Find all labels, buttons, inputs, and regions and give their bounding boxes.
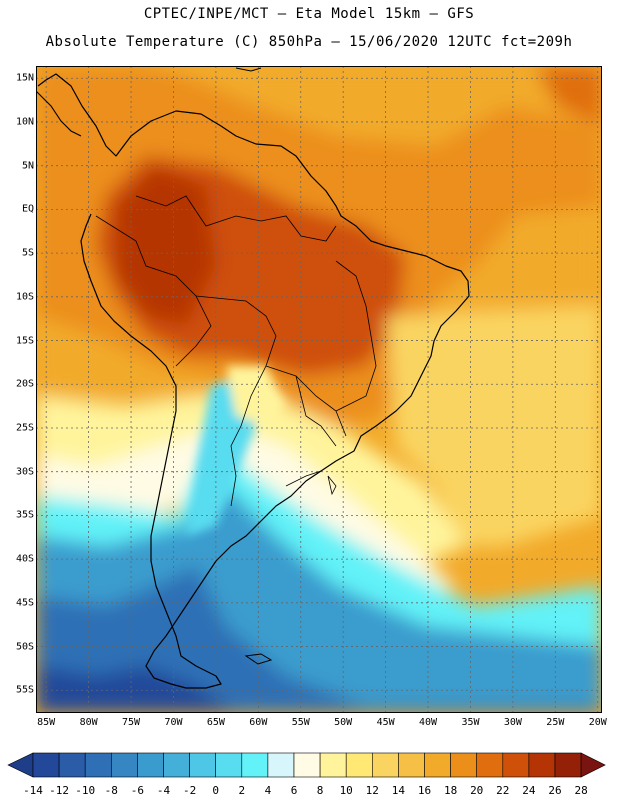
lat-tick-label: 40S	[15, 553, 34, 565]
colorbar-tick-label: -10	[75, 784, 96, 797]
colorbar-tick-label: 8	[316, 784, 324, 797]
lagoa-dos-patos	[327, 475, 337, 496]
lon-tick-label: 30W	[503, 717, 522, 728]
yellow-bolivia	[226, 366, 286, 426]
lon-tick-label: 20W	[588, 717, 607, 728]
colorbar-swatch	[319, 752, 347, 778]
lat-tick-label: 50S	[15, 641, 34, 653]
colorbar-tick-label: 24	[522, 784, 536, 797]
colorbar-tick-label: 2	[238, 784, 246, 797]
colorbar-tick-label: 14	[391, 784, 406, 797]
island-caribbean	[235, 67, 262, 72]
lon-tick-label: 25W	[546, 717, 565, 728]
hot-core-west	[116, 166, 216, 326]
colorbar-swatch	[398, 752, 425, 778]
colorbar-tick-label: 0	[212, 784, 219, 797]
colorbar-tick-label: 10	[339, 784, 353, 797]
lat-tick-label: 20S	[15, 378, 34, 390]
colorbar-tick-label: -6	[130, 784, 145, 797]
colorbar-tick-label: -8	[104, 784, 118, 797]
colorbar-tick-label: 28	[574, 784, 588, 797]
colorbar-swatch	[267, 752, 295, 778]
colorbar-swatch	[424, 752, 451, 778]
colorbar-arrow-low	[7, 752, 34, 778]
lat-tick-label: EQ	[21, 203, 34, 215]
colorbar-tick-label: 20	[470, 784, 484, 797]
temperature-map	[36, 66, 602, 713]
lon-tick-label: 45W	[376, 717, 395, 728]
colorbar-swatch	[345, 752, 373, 778]
colorbar-tick-label: -12	[49, 784, 70, 797]
lon-tick-label: 40W	[419, 717, 438, 728]
colorbar-swatch	[241, 752, 269, 778]
colorbar-swatch	[32, 752, 60, 778]
lat-tick-label: 10S	[15, 291, 34, 303]
country-borders	[95, 195, 377, 507]
hot-ne-atlantic	[536, 66, 602, 126]
colorbar-tick-label: 26	[548, 784, 562, 797]
lat-tick-label: 5N	[21, 160, 34, 172]
lat-tick-label: 55S	[15, 684, 34, 696]
colorbar-swatch	[554, 752, 582, 778]
title-line-1: CPTEC/INPE/MCT — Eta Model 15km — GFS	[143, 6, 475, 22]
lon-tick-label: 80W	[79, 717, 98, 728]
colorbar-swatch	[293, 752, 321, 778]
lat-tick-label: 15N	[15, 72, 34, 84]
lat-tick-label: 25S	[15, 422, 34, 434]
colorbar-tick-label: 22	[496, 784, 510, 797]
lat-tick-label: 10N	[15, 116, 34, 128]
colorbar-swatch	[58, 752, 86, 778]
lon-tick-label: 50W	[334, 717, 353, 728]
colorbar-swatch	[371, 752, 399, 778]
colorbar-tick-label: 16	[417, 784, 432, 797]
colorbar-tick-label: -4	[156, 784, 171, 797]
lon-tick-label: 35W	[461, 717, 480, 728]
colorbar-tick-label: -14	[23, 784, 43, 797]
lat-tick-label: 35S	[15, 509, 34, 521]
lat-tick-label: 15S	[15, 335, 34, 347]
colorbar-swatch	[502, 752, 530, 778]
colorbar-swatch	[450, 752, 478, 778]
colorbar-swatch	[528, 752, 556, 778]
coastline-south-america	[37, 73, 470, 689]
coastline-central-america	[36, 90, 82, 137]
lon-tick-label: 85W	[37, 717, 56, 728]
lat-tick-label: 45S	[15, 597, 34, 609]
colorbar-swatch	[163, 752, 190, 778]
lon-tick-label: 60W	[249, 717, 268, 728]
lon-tick-label: 55W	[291, 717, 310, 728]
lat-tick-label: 30S	[15, 466, 34, 478]
graticule	[36, 66, 602, 713]
colorbar-swatch	[215, 752, 243, 778]
island-falklands	[244, 653, 273, 665]
yellow-band-south-atlantic	[386, 306, 602, 546]
colorbar-arrow-high	[580, 752, 606, 778]
colorbar-swatch	[476, 752, 504, 778]
colorbar-tick-label: 4	[264, 784, 272, 797]
lon-tick-label: 70W	[164, 717, 183, 728]
colorbar-tick-label: -2	[182, 784, 197, 797]
colorbar-swatch	[84, 752, 112, 778]
cold-zone-deepest	[36, 666, 236, 713]
colorbar-tick-label: 6	[290, 784, 298, 797]
lat-tick-label: 5S	[21, 247, 34, 259]
colorbar-swatch	[111, 752, 138, 778]
colorbar-swatch	[189, 752, 217, 778]
colorbar-swatch	[137, 752, 164, 778]
title-line-2: Absolute Temperature (C) 850hPa — 15/06/…	[45, 34, 573, 50]
colorbar-tick-label: 12	[365, 784, 379, 797]
colorbar-tick-label: 18	[443, 784, 458, 797]
lon-tick-label: 65W	[206, 717, 225, 728]
lon-tick-label: 75W	[122, 717, 141, 728]
